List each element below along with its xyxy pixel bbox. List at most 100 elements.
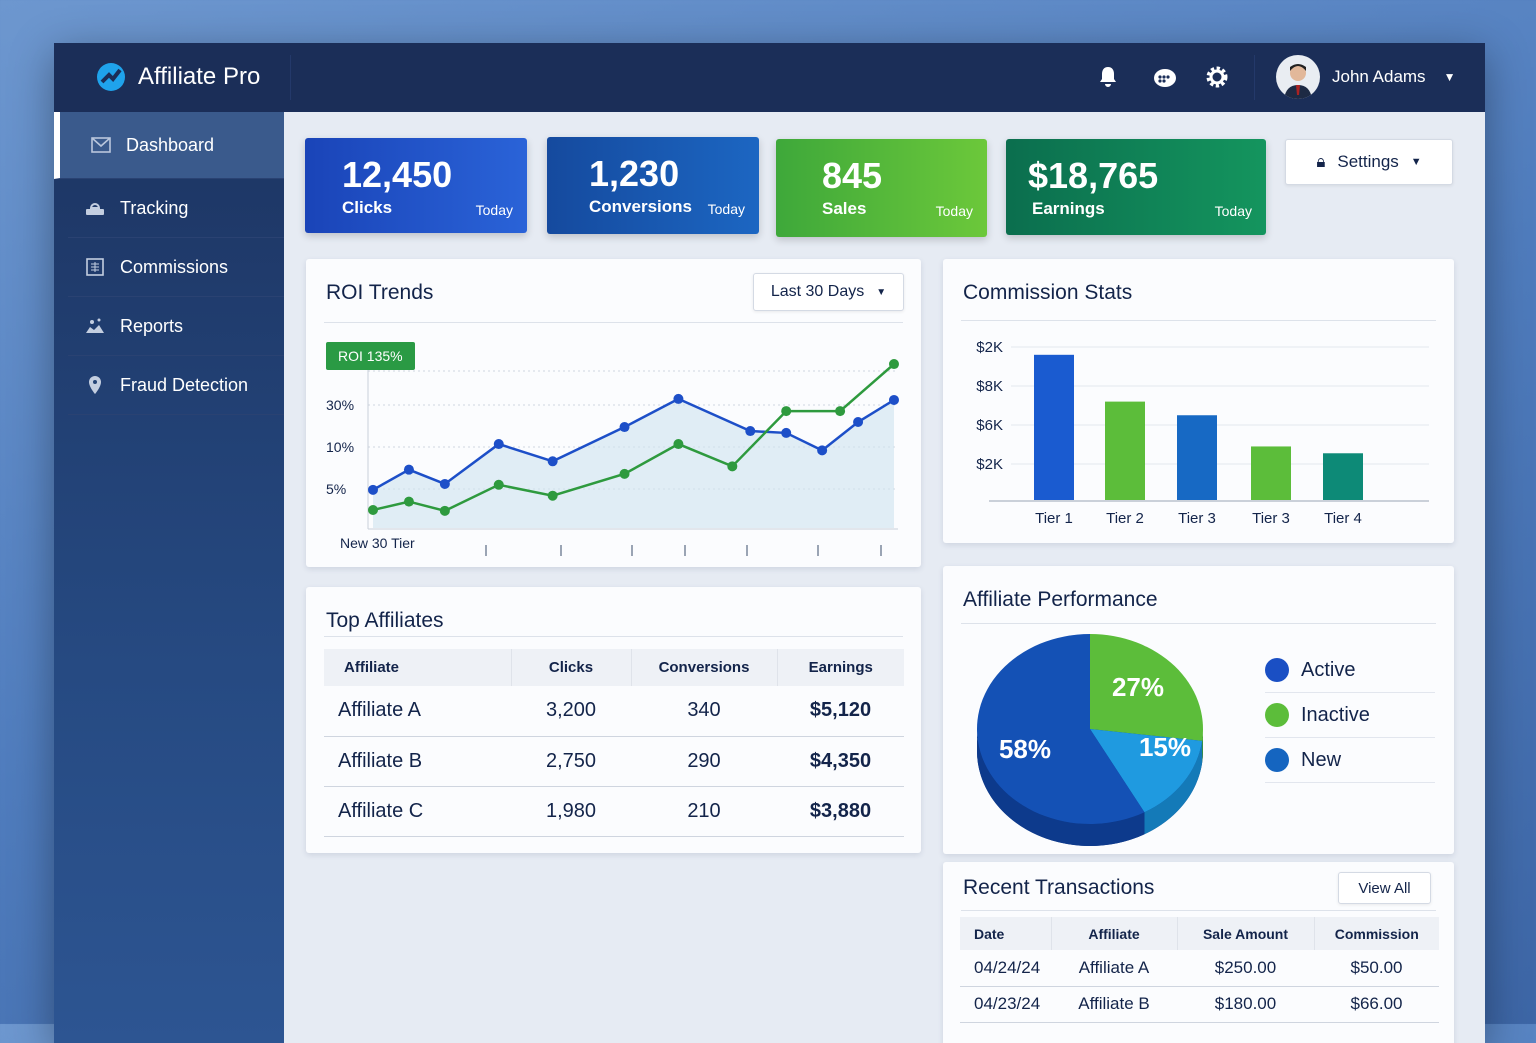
stat-label: Earnings xyxy=(1032,199,1105,218)
ledger-icon xyxy=(86,258,104,276)
table-cell: $250.00 xyxy=(1177,950,1314,987)
gear-icon[interactable] xyxy=(1205,65,1231,91)
data-point xyxy=(889,394,899,405)
data-point xyxy=(403,464,414,475)
bell-icon[interactable] xyxy=(1096,65,1122,91)
data-point xyxy=(835,406,846,417)
date-range-dropdown[interactable]: Last 30 Days ▼ xyxy=(753,273,904,311)
table-cell: Affiliate B xyxy=(1051,986,1177,1023)
table-cell: Affiliate B xyxy=(324,736,511,787)
data-point xyxy=(547,456,558,467)
pie-label: 27% xyxy=(1112,672,1164,702)
stat-card-conversions[interactable]: 1,230 Conversions Today xyxy=(547,137,759,234)
table-cell: $180.00 xyxy=(1177,986,1314,1023)
pie-slice-side xyxy=(1144,740,1203,835)
sidebar-item-label: Reports xyxy=(120,315,184,336)
column-header[interactable]: Clicks xyxy=(511,649,632,686)
chevron-down-icon: ▼ xyxy=(876,286,887,298)
stat-value: $18,765 xyxy=(1028,155,1159,196)
legend-item[interactable]: New xyxy=(1265,738,1435,783)
stat-card-earnings[interactable]: $18,765 Earnings Today xyxy=(1006,139,1266,235)
settings-button[interactable]: 🔒︎ Settings ▼ xyxy=(1285,139,1453,185)
top-header: Affiliate Pro John Adams ▼ xyxy=(54,43,1485,112)
table-cell: $5,120 xyxy=(777,686,904,737)
divider xyxy=(290,55,291,100)
column-header[interactable]: Affiliate xyxy=(324,649,512,686)
app-title: Affiliate Pro xyxy=(138,63,261,90)
panel-title: Top Affiliates xyxy=(326,609,444,632)
sidebar-item-fraud-detection[interactable]: Fraud Detection xyxy=(68,356,284,415)
sidebar-item-label: Tracking xyxy=(120,197,189,218)
data-point xyxy=(673,393,684,404)
data-point xyxy=(889,359,899,370)
legend-swatch xyxy=(1265,703,1289,727)
stat-value: 1,230 xyxy=(589,153,680,194)
table-cell: 1,980 xyxy=(511,786,631,837)
pie-label: 58% xyxy=(999,734,1051,764)
column-header[interactable]: Earnings xyxy=(777,649,904,686)
column-header[interactable]: Sale Amount xyxy=(1177,917,1315,950)
commission-stats-panel: Commission Stats $2K $6K $8K $2K Tier 1 Tier … xyxy=(943,259,1454,543)
legend-item[interactable]: Inactive xyxy=(1265,693,1435,738)
sidebar-item-dashboard[interactable]: Dashboard xyxy=(54,112,284,179)
y-tick-label: $6K xyxy=(976,417,1003,434)
stat-label: Conversions xyxy=(589,197,692,216)
legend-item[interactable]: Active xyxy=(1265,648,1435,693)
divider xyxy=(1254,55,1255,100)
sidebar-item-reports[interactable]: Reports xyxy=(68,297,284,356)
table-row[interactable]: Affiliate A 3,200 340 $5,120 xyxy=(324,686,904,737)
y-tick-label: $8K xyxy=(976,378,1003,395)
table-cell: Affiliate A xyxy=(324,686,511,737)
column-header[interactable]: Date xyxy=(960,917,1052,950)
legend-label: Active xyxy=(1301,658,1356,681)
legend-swatch xyxy=(1265,748,1289,772)
panel-title: Recent Transactions xyxy=(963,876,1155,899)
y-tick-label: 30% xyxy=(326,397,354,413)
commission-bar-chart: $2K $6K $8K $2K Tier 1 Tier 2 Tier 3 Tier 3 Tier… xyxy=(976,339,1429,527)
app-logo[interactable]: Affiliate Pro xyxy=(96,62,260,92)
view-all-button[interactable]: View All xyxy=(1338,872,1431,904)
data-point xyxy=(817,445,828,456)
table-row[interactable]: 04/24/24 Affiliate A $250.00 $50.00 xyxy=(960,950,1439,987)
x-tick-label: Tier 3 xyxy=(1252,510,1290,527)
stat-card-sales[interactable]: 845 Sales Today xyxy=(776,139,987,237)
settings-label: Settings xyxy=(1337,152,1399,171)
map-pin-icon xyxy=(89,376,101,394)
stat-period: Today xyxy=(475,202,513,218)
data-point xyxy=(547,490,558,501)
x-tick-label: Tier 2 xyxy=(1106,510,1144,527)
column-header[interactable]: Affiliate xyxy=(1051,917,1178,950)
sidebar-item-commissions[interactable]: Commissions xyxy=(68,238,284,297)
bar xyxy=(1323,453,1363,500)
y-tick-label: 10% xyxy=(326,439,354,455)
pie-slice xyxy=(977,634,1145,824)
column-header[interactable]: Commission xyxy=(1314,917,1439,950)
recent-transactions-panel: Recent Transactions View All Date Affili… xyxy=(943,862,1454,1043)
column-header[interactable]: Conversions xyxy=(631,649,778,686)
table-cell: 3,200 xyxy=(511,686,631,737)
data-point xyxy=(368,505,378,515)
chevron-down-icon: ▼ xyxy=(1443,70,1456,84)
series-line xyxy=(372,397,895,491)
bar xyxy=(1251,446,1291,500)
user-name: John Adams xyxy=(1332,67,1426,86)
stat-card-clicks[interactable]: 12,450 Clicks Today xyxy=(305,138,527,233)
data-point xyxy=(853,417,864,428)
table-cell: $50.00 xyxy=(1314,950,1439,987)
y-tick-label: 5% xyxy=(326,481,346,497)
roi-trends-panel: ROI Trends Last 30 Days ▼ 30% 10% 5% ROI 13… xyxy=(306,259,921,567)
table-row[interactable]: Affiliate C 1,980 210 $3,880 xyxy=(324,786,904,837)
table-cell: 04/23/24 xyxy=(960,986,1051,1023)
chat-icon[interactable] xyxy=(1152,65,1178,91)
stat-label: Clicks xyxy=(342,198,393,217)
legend-swatch xyxy=(1265,658,1289,682)
x-axis-label: New 30 Tier xyxy=(340,535,415,551)
app-window: Affiliate Pro John Adams ▼ Dashboard Tra… xyxy=(54,43,1485,1043)
table-row[interactable]: 04/23/24 Affiliate B $180.00 $66.00 xyxy=(960,986,1439,1023)
sidebar-item-tracking[interactable]: Tracking xyxy=(68,179,284,238)
bar xyxy=(1034,354,1074,500)
table-row[interactable]: Affiliate B 2,750 290 $4,350 xyxy=(324,736,904,787)
panel-title: ROI Trends xyxy=(326,281,434,304)
area-fill xyxy=(373,398,894,528)
user-menu[interactable]: John Adams ▼ xyxy=(1276,55,1455,99)
